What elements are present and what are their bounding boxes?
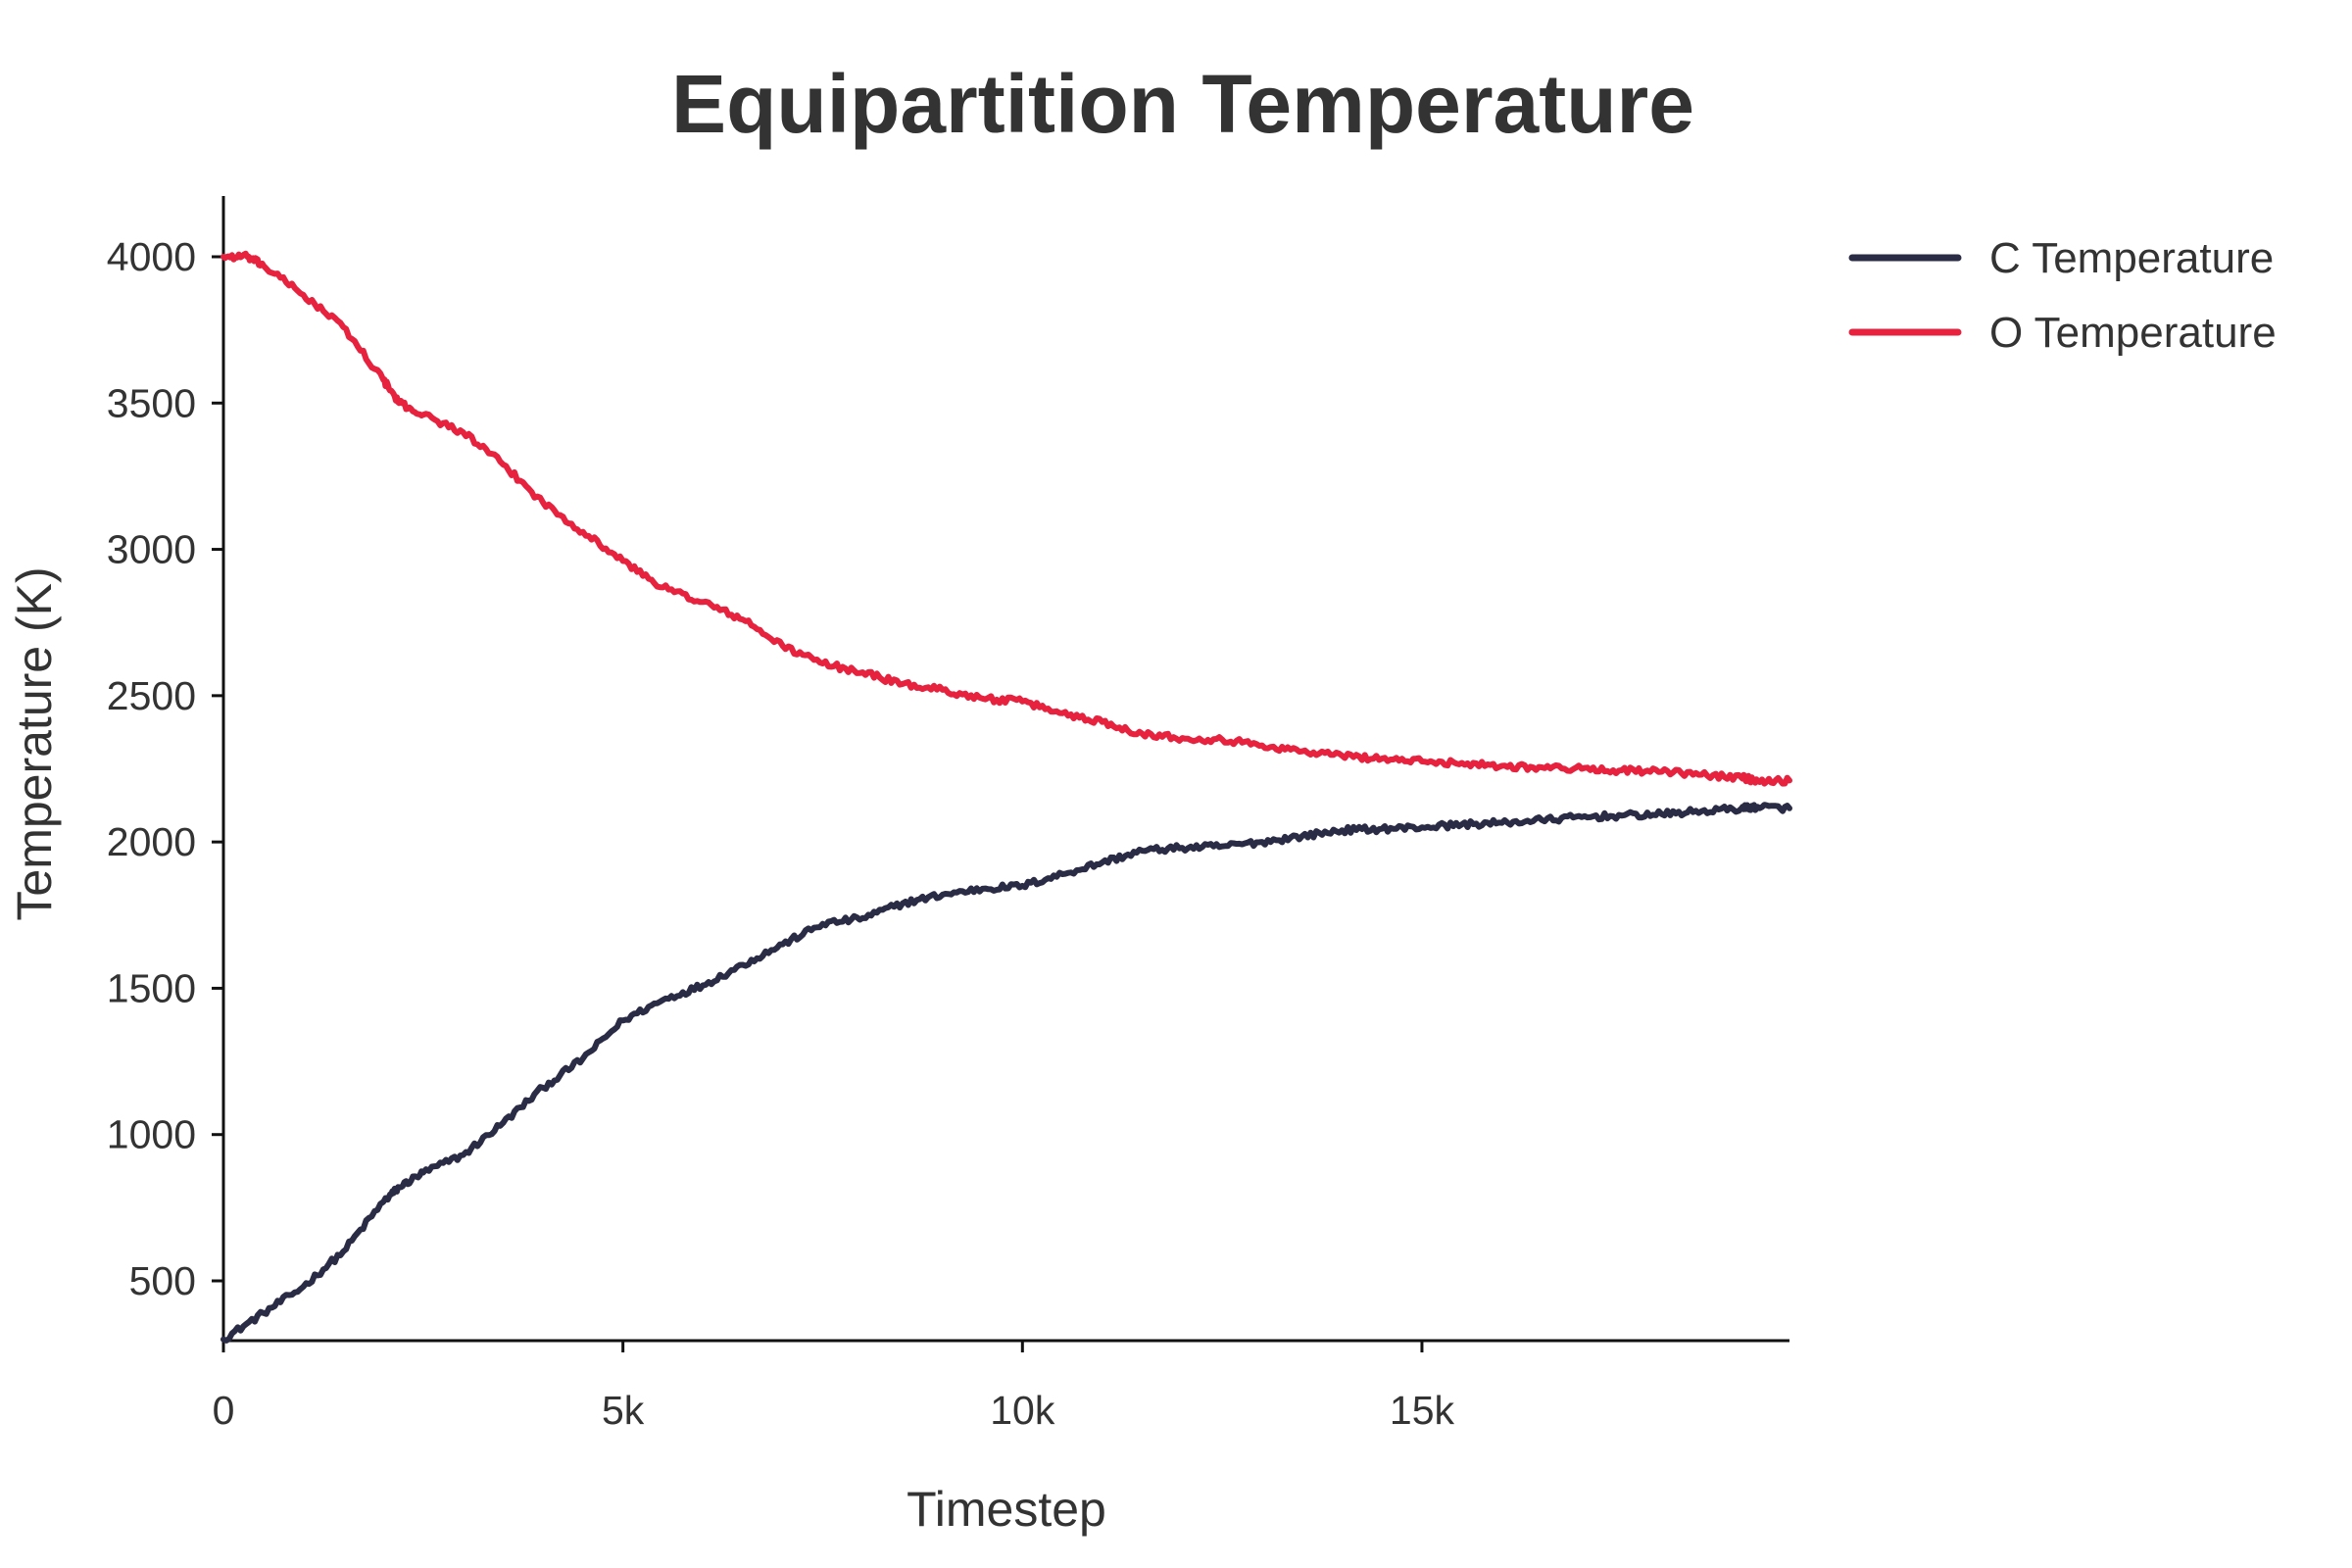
x-tick-label: 0 [213, 1388, 235, 1433]
series-layer [220, 250, 1792, 1344]
y-tick-label: 1500 [107, 965, 196, 1010]
y-tick-label: 2000 [107, 819, 196, 864]
x-tick-label: 5k [602, 1388, 645, 1433]
y-axis-label: Temperature (K) [7, 566, 62, 920]
x-tick-label: 15k [1390, 1388, 1455, 1433]
legend: C Temperature O Temperature [1848, 234, 2277, 357]
legend-label-o-temperature: O Temperature [1989, 309, 2277, 357]
y-tick-label: 1000 [107, 1112, 196, 1157]
chart-title: Equipartition Temperature [671, 58, 1694, 150]
y-tick-label: 2500 [107, 673, 196, 718]
x-tick-label: 10k [990, 1388, 1055, 1433]
x-axis-ticks: 0 5k 10k 15k [213, 1341, 1455, 1433]
y-axis-ticks: 500 1000 1500 2000 2500 3000 3500 4000 [107, 234, 223, 1303]
legend-label-c-temperature: C Temperature [1989, 234, 2274, 282]
x-axis-label: Timestep [906, 1482, 1106, 1537]
series-line-c-temperature [220, 802, 1792, 1344]
y-tick-label: 3000 [107, 527, 196, 572]
y-tick-label: 4000 [107, 234, 196, 279]
y-tick-label: 3500 [107, 380, 196, 425]
y-tick-label: 500 [129, 1258, 196, 1303]
series-line-o-temperature [220, 250, 1792, 787]
